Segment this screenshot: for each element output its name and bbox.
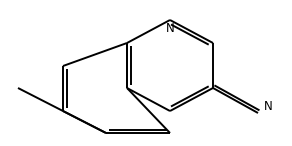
Text: N: N [166, 21, 174, 34]
Text: N: N [264, 100, 272, 113]
